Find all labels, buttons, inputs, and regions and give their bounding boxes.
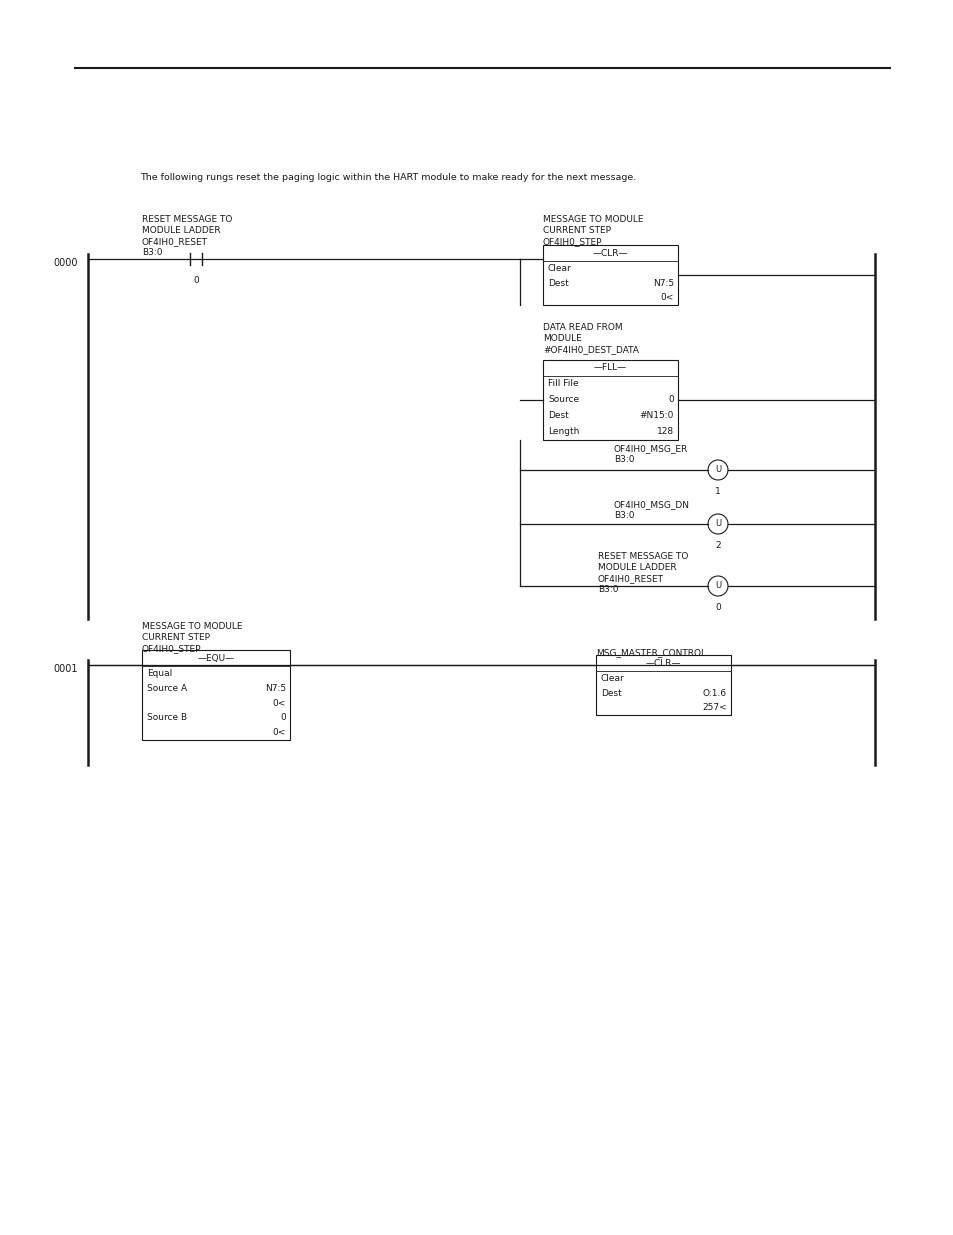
Text: 0001: 0001 — [53, 664, 78, 674]
Text: Dest: Dest — [600, 688, 621, 698]
Text: 1: 1 — [715, 487, 720, 496]
Text: —CLR—: —CLR— — [592, 248, 628, 258]
Text: 0<: 0< — [273, 699, 286, 708]
Text: MODULE LADDER: MODULE LADDER — [598, 563, 676, 572]
Circle shape — [707, 576, 727, 597]
Text: MODULE LADDER: MODULE LADDER — [142, 226, 220, 235]
Text: #OF4IH0_DEST_DATA: #OF4IH0_DEST_DATA — [542, 345, 639, 354]
Text: —FLL—: —FLL— — [594, 363, 626, 373]
Text: CURRENT STEP: CURRENT STEP — [542, 226, 610, 235]
Text: Clear: Clear — [600, 674, 624, 683]
Text: B3:0: B3:0 — [614, 511, 634, 520]
Text: 0: 0 — [667, 395, 673, 405]
Text: Equal: Equal — [147, 669, 172, 678]
Text: U: U — [714, 466, 720, 474]
Text: The following rungs reset the paging logic within the HART module to make ready : The following rungs reset the paging log… — [140, 173, 636, 182]
Text: O:1.6: O:1.6 — [702, 688, 726, 698]
Text: Source B: Source B — [147, 714, 187, 722]
Text: 0<: 0< — [273, 729, 286, 737]
Text: #N15:0: #N15:0 — [639, 411, 673, 420]
Circle shape — [707, 514, 727, 534]
Bar — [542, 245, 678, 305]
Bar — [142, 650, 290, 740]
Text: 257<: 257< — [701, 703, 726, 713]
Text: Source: Source — [547, 395, 578, 405]
Text: OF4IH0_RESET: OF4IH0_RESET — [598, 574, 663, 583]
Text: N7:5: N7:5 — [652, 279, 673, 288]
Text: DATA READ FROM: DATA READ FROM — [542, 324, 622, 332]
Text: —CLR—: —CLR— — [645, 658, 680, 667]
Text: U: U — [714, 582, 720, 590]
Text: MODULE: MODULE — [542, 333, 581, 343]
Bar — [542, 359, 678, 440]
Text: CURRENT STEP: CURRENT STEP — [142, 634, 210, 642]
Text: B3:0: B3:0 — [598, 585, 618, 594]
Text: Clear: Clear — [547, 264, 571, 273]
Text: MESSAGE TO MODULE: MESSAGE TO MODULE — [142, 622, 242, 631]
Text: OF4IH0_MSG_DN: OF4IH0_MSG_DN — [614, 500, 689, 509]
Text: OF4IH0_STEP: OF4IH0_STEP — [542, 237, 602, 246]
Text: OF4IH0_STEP: OF4IH0_STEP — [142, 643, 201, 653]
Text: 2: 2 — [715, 541, 720, 550]
Text: OF4IH0_RESET: OF4IH0_RESET — [142, 237, 208, 246]
Text: Dest: Dest — [547, 279, 568, 288]
Text: 0<: 0< — [659, 293, 673, 303]
Text: 0: 0 — [715, 603, 720, 613]
Text: U: U — [714, 520, 720, 529]
Text: Dest: Dest — [547, 411, 568, 420]
Text: 0: 0 — [193, 275, 198, 285]
Text: MESSAGE TO MODULE: MESSAGE TO MODULE — [542, 215, 643, 224]
Text: 0: 0 — [280, 714, 286, 722]
Text: Length: Length — [547, 427, 578, 436]
Text: N7:5: N7:5 — [265, 684, 286, 693]
Text: MSG_MASTER_CONTROL: MSG_MASTER_CONTROL — [596, 648, 705, 657]
Text: B3:0: B3:0 — [142, 248, 162, 257]
Text: OF4IH0_MSG_ER: OF4IH0_MSG_ER — [614, 445, 687, 453]
Circle shape — [707, 459, 727, 480]
Text: 0000: 0000 — [53, 258, 78, 268]
Bar — [596, 655, 730, 715]
Text: B3:0: B3:0 — [614, 454, 634, 464]
Text: Fill File: Fill File — [547, 379, 578, 389]
Text: 128: 128 — [657, 427, 673, 436]
Text: —EQU—: —EQU— — [197, 653, 234, 662]
Text: RESET MESSAGE TO: RESET MESSAGE TO — [142, 215, 233, 224]
Text: Source A: Source A — [147, 684, 187, 693]
Text: RESET MESSAGE TO: RESET MESSAGE TO — [598, 552, 688, 561]
